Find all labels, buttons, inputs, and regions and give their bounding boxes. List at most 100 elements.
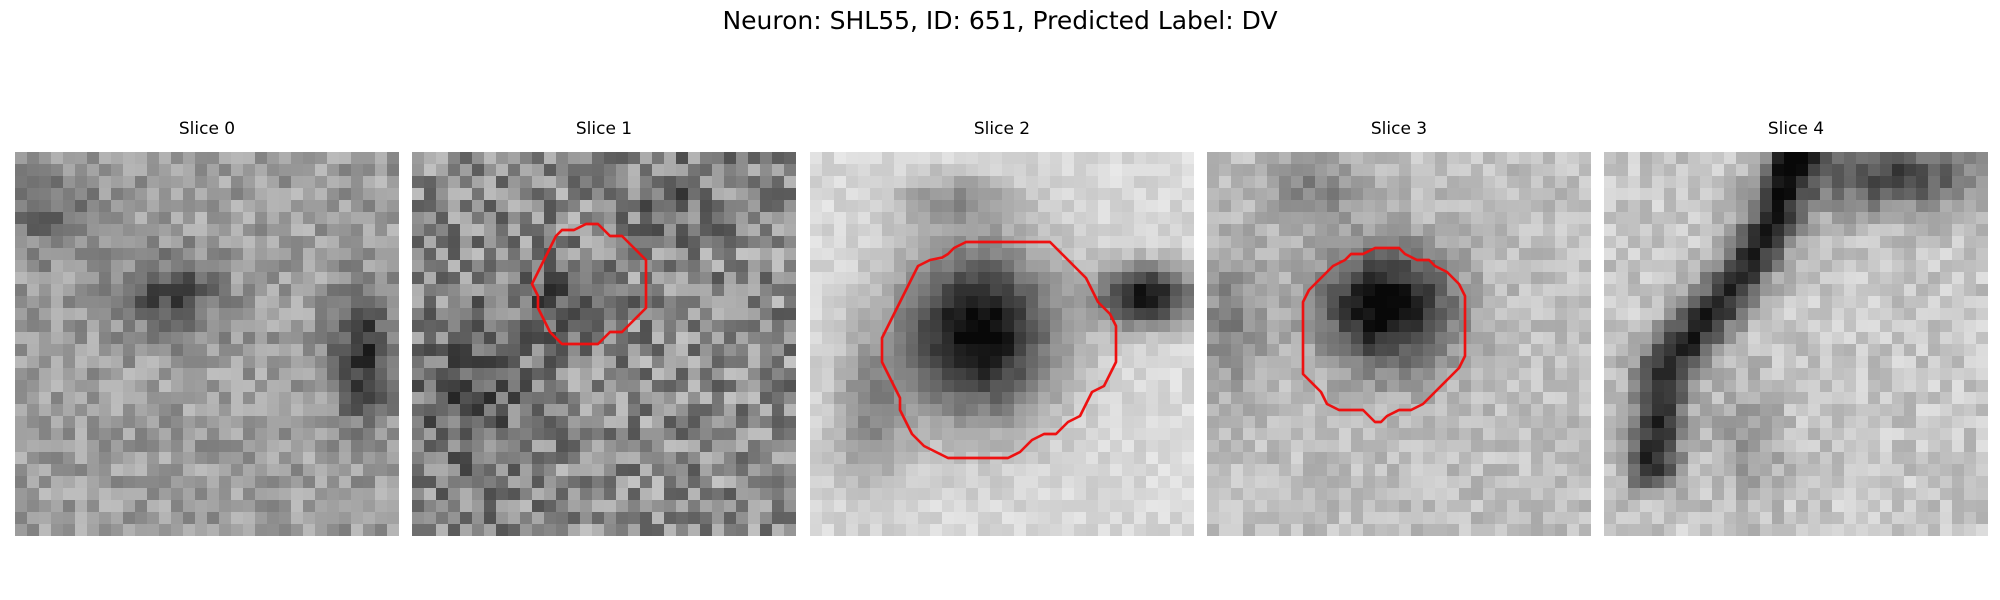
pixel xyxy=(327,464,340,477)
pixel xyxy=(748,416,761,429)
pixel xyxy=(1098,248,1111,261)
pixel xyxy=(1170,248,1183,261)
pixel xyxy=(87,248,100,261)
pixel xyxy=(267,284,280,297)
pixel xyxy=(1146,464,1159,477)
pixel xyxy=(894,260,907,273)
pixel xyxy=(1074,416,1087,429)
pixel xyxy=(412,476,425,489)
pixel xyxy=(1796,428,1809,441)
pixel xyxy=(1844,344,1857,357)
pixel xyxy=(1435,524,1448,536)
pixel xyxy=(1628,164,1641,177)
pixel xyxy=(1844,404,1857,417)
pixel xyxy=(664,440,677,453)
pixel xyxy=(39,320,52,333)
pixel xyxy=(1207,416,1220,429)
pixel xyxy=(906,248,919,261)
pixel xyxy=(1676,440,1689,453)
pixel xyxy=(1820,476,1833,489)
pixel xyxy=(1435,500,1448,513)
pixel xyxy=(1808,440,1821,453)
pixel xyxy=(1531,356,1544,369)
pixel xyxy=(1868,152,1881,165)
pixel xyxy=(1435,212,1448,225)
pixel xyxy=(942,332,955,345)
pixel xyxy=(1219,308,1232,321)
pixel xyxy=(1026,320,1039,333)
pixel xyxy=(1098,500,1111,513)
pixel xyxy=(568,308,581,321)
pixel xyxy=(1387,200,1400,213)
pixel xyxy=(712,524,725,536)
pixel xyxy=(1219,332,1232,345)
pixel xyxy=(532,524,545,536)
pixel xyxy=(171,524,184,536)
pixel xyxy=(315,236,328,249)
pixel xyxy=(1796,200,1809,213)
pixel xyxy=(1243,464,1256,477)
pixel xyxy=(700,212,713,225)
pixel xyxy=(1543,176,1556,189)
pixel xyxy=(1495,248,1508,261)
pixel xyxy=(1784,464,1797,477)
slice-panel-4: Slice 4 xyxy=(1604,118,1988,536)
pixel xyxy=(1423,512,1436,525)
pixel xyxy=(978,332,991,345)
pixel xyxy=(1339,176,1352,189)
pixel xyxy=(255,356,268,369)
pixel xyxy=(712,356,725,369)
pixel xyxy=(1423,308,1436,321)
pixel xyxy=(424,296,437,309)
pixel xyxy=(1411,368,1424,381)
pixel xyxy=(1086,152,1099,165)
pixel xyxy=(1363,296,1376,309)
pixel xyxy=(822,368,835,381)
pixel xyxy=(99,464,112,477)
pixel xyxy=(412,488,425,501)
pixel xyxy=(640,188,653,201)
pixel xyxy=(315,212,328,225)
pixel xyxy=(87,380,100,393)
pixel xyxy=(1700,320,1713,333)
pixel xyxy=(1291,212,1304,225)
pixel xyxy=(1880,452,1893,465)
pixel xyxy=(1892,440,1905,453)
pixel xyxy=(1387,392,1400,405)
pixel xyxy=(219,524,232,536)
pixel xyxy=(1928,452,1941,465)
pixel xyxy=(135,428,148,441)
pixel xyxy=(676,320,689,333)
pixel xyxy=(1014,308,1027,321)
pixel xyxy=(736,404,749,417)
pixel xyxy=(1243,272,1256,285)
pixel xyxy=(1784,284,1797,297)
pixel xyxy=(219,272,232,285)
pixel xyxy=(1832,416,1845,429)
pixel xyxy=(123,452,136,465)
pixel xyxy=(15,368,28,381)
pixel xyxy=(99,260,112,273)
pixel xyxy=(1291,248,1304,261)
pixel xyxy=(1363,152,1376,165)
pixel xyxy=(1916,200,1929,213)
pixel xyxy=(1375,512,1388,525)
pixel xyxy=(1098,416,1111,429)
pixel xyxy=(1267,176,1280,189)
pixel xyxy=(882,476,895,489)
pixel xyxy=(520,224,533,237)
pixel xyxy=(363,272,376,285)
pixel xyxy=(75,248,88,261)
pixel xyxy=(15,224,28,237)
pixel xyxy=(1772,440,1785,453)
pixel xyxy=(1880,272,1893,285)
pixel xyxy=(1062,200,1075,213)
pixel xyxy=(351,344,364,357)
pixel xyxy=(327,380,340,393)
pixel xyxy=(1940,188,1953,201)
pixel xyxy=(978,500,991,513)
pixel xyxy=(99,488,112,501)
pixel xyxy=(1748,440,1761,453)
pixel xyxy=(556,188,569,201)
pixel xyxy=(508,356,521,369)
